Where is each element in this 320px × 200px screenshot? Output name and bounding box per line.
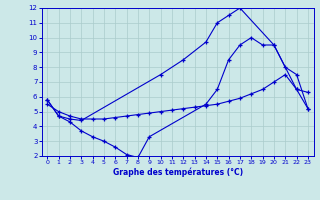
X-axis label: Graphe des températures (°C): Graphe des températures (°C) xyxy=(113,168,243,177)
